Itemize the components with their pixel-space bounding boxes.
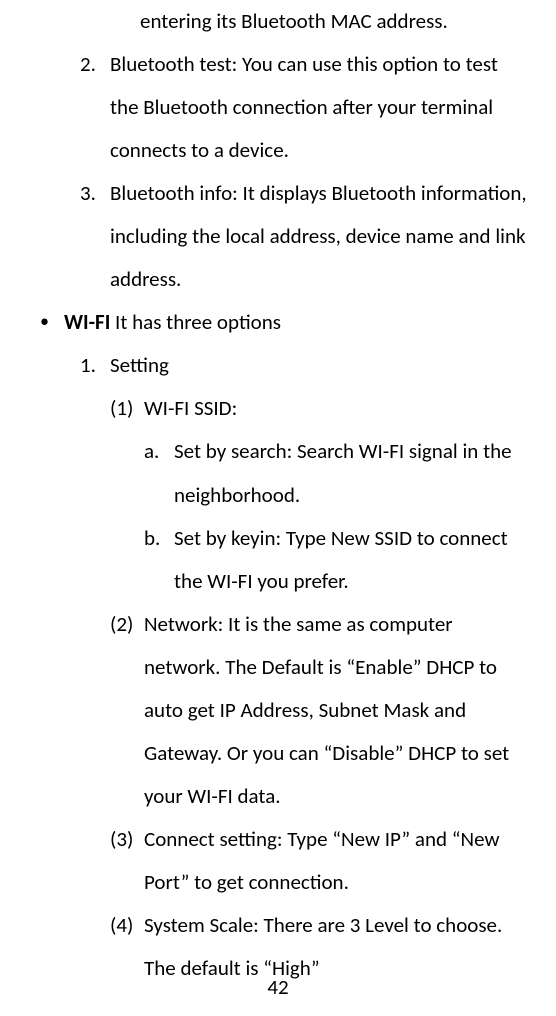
bullet-marker: • bbox=[40, 301, 64, 344]
paren-marker: (3) bbox=[110, 818, 144, 904]
list-marker: 2. bbox=[80, 43, 110, 172]
wifi-rest: It has three options bbox=[110, 309, 281, 335]
alpha-marker: a. bbox=[144, 430, 174, 516]
page-number: 42 bbox=[0, 977, 556, 998]
paren-marker: (1) bbox=[110, 387, 144, 430]
alpha-body: Set by search: Search WI-FI signal in th… bbox=[174, 430, 528, 516]
list-body: Bluetooth test: You can use this option … bbox=[110, 43, 528, 172]
paren-marker: (2) bbox=[110, 603, 144, 818]
wifi-label: WI-FI bbox=[64, 309, 110, 335]
list-marker: 1. bbox=[80, 344, 110, 387]
list-item: 2. Bluetooth test: You can use this opti… bbox=[80, 43, 528, 172]
paren-body: Connect setting: Type “New IP” and “New … bbox=[144, 818, 528, 904]
paren-body: Network: It is the same as computer netw… bbox=[144, 603, 528, 818]
document-page: entering its Bluetooth MAC address. 2. B… bbox=[0, 0, 556, 1016]
paren-item: (1) WI-FI SSID: bbox=[110, 387, 528, 430]
list-body: Bluetooth info: It displays Bluetooth in… bbox=[110, 172, 528, 301]
paren-item: (2) Network: It is the same as computer … bbox=[110, 603, 528, 818]
alpha-item: a. Set by search: Search WI-FI signal in… bbox=[144, 430, 528, 516]
bullet-item-wifi: • WI-FI It has three options bbox=[40, 301, 528, 344]
fragment-line: entering its Bluetooth MAC address. bbox=[140, 0, 528, 43]
list-item: 1. Setting bbox=[80, 344, 528, 387]
paren-item: (3) Connect setting: Type “New IP” and “… bbox=[110, 818, 528, 904]
document-content: entering its Bluetooth MAC address. 2. B… bbox=[28, 0, 528, 990]
bullet-body: WI-FI It has three options bbox=[64, 301, 528, 344]
alpha-marker: b. bbox=[144, 517, 174, 603]
paren-body: WI-FI SSID: bbox=[144, 387, 528, 430]
list-body: Setting bbox=[110, 344, 528, 387]
list-marker: 3. bbox=[80, 172, 110, 301]
list-item: 3. Bluetooth info: It displays Bluetooth… bbox=[80, 172, 528, 301]
alpha-item: b. Set by keyin: Type New SSID to connec… bbox=[144, 517, 528, 603]
alpha-body: Set by keyin: Type New SSID to connect t… bbox=[174, 517, 528, 603]
